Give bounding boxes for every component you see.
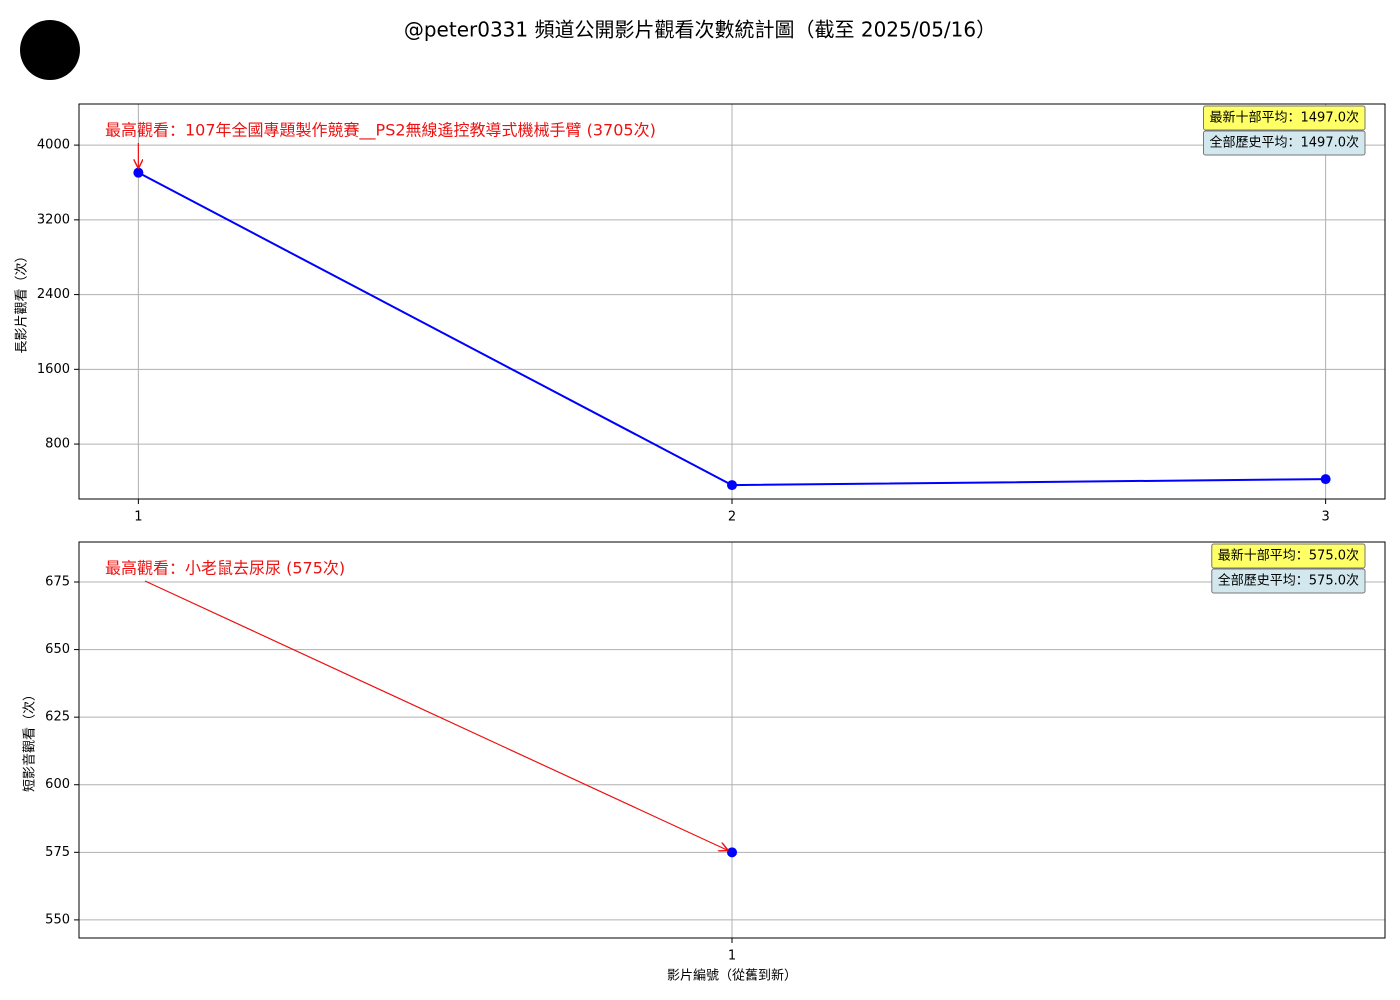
- y-tick-label: 4000: [37, 138, 70, 153]
- y-tick-label: 600: [45, 777, 70, 792]
- y-axis-label: 長影片觀看（次）: [14, 249, 30, 353]
- x-axis-label: 影片編號（從舊到新）: [667, 968, 797, 984]
- y-tick-label: 1600: [37, 362, 70, 377]
- y-tick-label: 550: [45, 912, 70, 927]
- annotation-arrow: [144, 580, 728, 851]
- stat-box: [1203, 105, 1366, 131]
- x-tick-label: 3: [1321, 510, 1329, 525]
- x-tick-label: 1: [134, 510, 142, 525]
- annotation: 最高觀看：107年全國專題製作競賽__PS2無線遙控教導式機械手臂 (3705次…: [105, 121, 656, 141]
- y-tick-label: 800: [45, 437, 70, 452]
- stat-box: [1203, 130, 1366, 156]
- y-tick-label: 625: [45, 710, 70, 725]
- plot-frame: [78, 103, 1386, 500]
- y-tick-label: 675: [45, 575, 70, 590]
- data-point: [727, 847, 737, 858]
- x-tick-label: 1: [728, 949, 736, 964]
- y-tick-label: 3200: [37, 212, 70, 227]
- data-point: [727, 480, 737, 491]
- y-tick-label: 575: [45, 845, 70, 860]
- y-axis-label: 短影音觀看（次）: [22, 688, 38, 792]
- avatar: [20, 20, 80, 80]
- chart-title: @peter0331 頻道公開影片觀看次數統計圖（截至 2025/05/16）: [404, 18, 996, 42]
- data-point: [133, 167, 144, 178]
- y-tick-label: 2400: [37, 287, 70, 302]
- stat-label: 最新十部平均：575.0次: [1218, 548, 1359, 564]
- data-point: [1320, 474, 1331, 485]
- x-tick-label: 2: [728, 510, 736, 525]
- stat-label: 最新十部平均：1497.0次: [1210, 110, 1360, 126]
- stat-label: 全部歷史平均：575.0次: [1218, 573, 1359, 589]
- plot-frame: [78, 541, 1386, 939]
- stat-box: [1211, 568, 1366, 594]
- y-tick-label: 650: [45, 642, 70, 657]
- annotation: 最高觀看：小老鼠去尿尿 (575次): [105, 559, 345, 578]
- stat-box: [1211, 543, 1366, 569]
- stat-label: 全部歷史平均：1497.0次: [1210, 135, 1360, 151]
